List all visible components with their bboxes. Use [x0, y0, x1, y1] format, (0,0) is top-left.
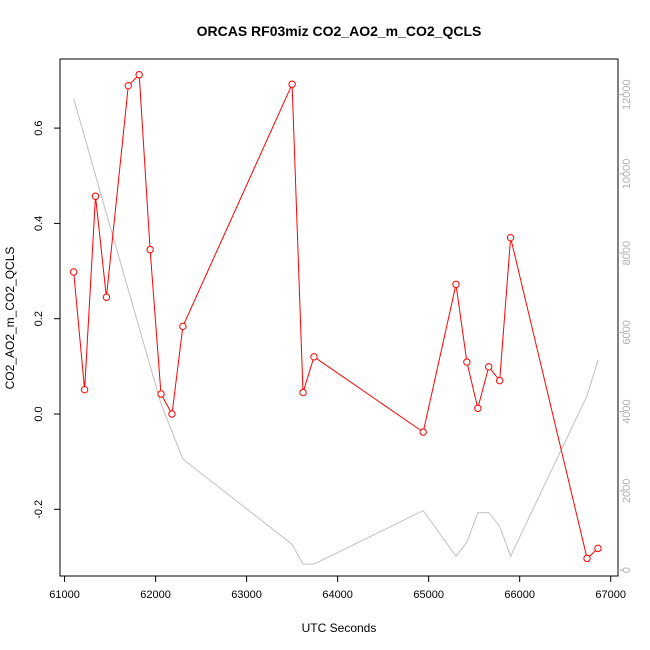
series-line-left: [73, 73, 599, 560]
data-point: [495, 376, 504, 385]
y-tick-label: -0.2: [33, 500, 45, 519]
series-layer: [69, 71, 602, 565]
data-point: [102, 293, 111, 301]
data-point: [179, 322, 187, 331]
y-axis-left: -0.2 0.0 0.2 0.4 0.6: [33, 120, 60, 519]
data-point: [506, 233, 515, 242]
x-tick-label: 67000: [595, 589, 626, 601]
data-point: [583, 554, 591, 563]
y2-tick-label: 8000: [621, 241, 633, 265]
x-tick-label: 63000: [231, 589, 262, 601]
y2-tick-label: 6000: [621, 320, 633, 344]
data-point: [69, 268, 78, 276]
x-tick-label: 64000: [322, 589, 353, 601]
x-tick-label: 62000: [140, 589, 171, 601]
data-point: [310, 353, 318, 361]
data-point: [419, 428, 427, 436]
x-tick-label: 61000: [49, 589, 80, 601]
y2-tick-label: 4000: [621, 399, 633, 423]
data-point: [485, 363, 493, 371]
chart-title: ORCAS RF03miz CO2_AO2_m_CO2_QCLS: [197, 23, 482, 39]
data-point: [452, 280, 460, 289]
x-tick-label: 66000: [504, 589, 535, 601]
plot-frame: [59, 58, 619, 577]
x-axis-label: UTC Seconds: [302, 621, 377, 635]
y2-tick-label: 2000: [621, 479, 633, 503]
data-point: [288, 80, 296, 88]
y-tick-label: 0.2: [33, 311, 45, 326]
data-point: [463, 358, 471, 366]
data-point: [80, 385, 89, 394]
data-point: [91, 192, 100, 200]
y-tick-label: 0.4: [33, 216, 45, 231]
x-axis: 61000 62000 63000 64000 65000 66000 67000: [49, 576, 626, 601]
y2-tick-label: 10000: [621, 159, 633, 190]
data-point: [135, 71, 143, 79]
y-axis-right: 0 2000 4000 6000 8000 10000 12000: [618, 79, 633, 573]
y2-tick-label: 0: [621, 567, 633, 573]
data-point: [594, 544, 602, 553]
data-point: [168, 410, 176, 418]
data-point: [474, 404, 482, 412]
y-axis-label: CO2_AO2_m_CO2_QCLS: [3, 247, 17, 390]
data-point: [124, 81, 132, 90]
data-point: [157, 390, 165, 398]
data-point: [146, 245, 154, 254]
series-line-right: [73, 98, 599, 565]
x-tick-label: 65000: [413, 589, 444, 601]
data-point: [299, 388, 307, 397]
y-tick-label: 0.0: [33, 406, 45, 421]
y2-tick-label: 12000: [621, 79, 633, 110]
y-tick-label: 0.6: [33, 120, 45, 135]
